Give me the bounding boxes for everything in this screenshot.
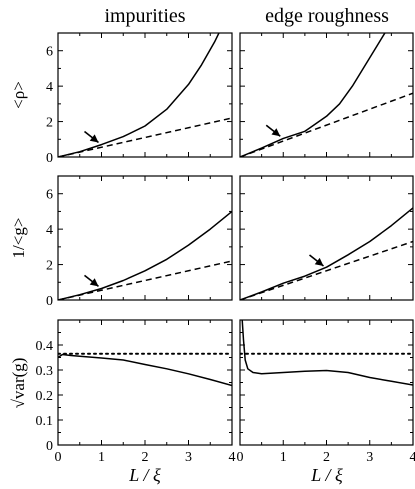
y-tick-label: 0.4	[36, 339, 54, 354]
y-tick-label: 2	[46, 116, 53, 131]
y-tick-label: 0.3	[36, 364, 54, 379]
panel-2	[239, 32, 414, 158]
series-line-dashed	[58, 117, 232, 157]
panel-frame	[57, 319, 233, 446]
x-tick-label: 2	[142, 450, 149, 465]
y-tick-label: 0.2	[36, 389, 54, 404]
arrow-head	[271, 128, 281, 137]
x-tick-label: 0	[55, 450, 62, 465]
x-tick-label: 2	[323, 450, 330, 465]
series-line-dashed	[240, 92, 413, 157]
series-line-solid	[58, 33, 220, 157]
x-tick-label: 1	[98, 450, 105, 465]
y-tick-label: 0	[46, 439, 53, 454]
x-tick-label: 4	[229, 450, 236, 465]
series-line-solid	[240, 207, 413, 300]
series-line-dashed	[240, 240, 413, 300]
ylabel-row2: 1/<g>	[9, 218, 28, 259]
x-tick-label: 1	[280, 450, 287, 465]
series-line-solid	[58, 210, 232, 300]
y-tick-label: 4	[46, 80, 53, 95]
panel-5: 0 1 2 3 4 0 0.1 0.2 0.3 0.4	[36, 319, 236, 465]
x-tick-label: 0	[237, 450, 244, 465]
y-tick-label: 6	[46, 45, 53, 60]
y-tick-label: 0	[46, 294, 53, 309]
panel-frame	[239, 32, 414, 158]
panel-frame	[239, 175, 414, 301]
panel-3: 0 2 4 6	[46, 175, 233, 309]
series-line-solid	[240, 33, 386, 157]
ylabel-row3: √var(g)	[9, 358, 28, 409]
y-tick-label: 6	[46, 188, 53, 203]
y-tick-label: 0	[46, 151, 53, 166]
xlabel-left: L / ξ	[128, 465, 161, 485]
ylabel-row1: <ρ>	[9, 81, 28, 109]
panel-frame	[57, 32, 233, 158]
panel-4	[239, 175, 414, 301]
column-title-edge-roughness: edge roughness	[265, 5, 389, 27]
panel-frame	[239, 319, 414, 446]
x-tick-label: 4	[410, 450, 415, 465]
panel-frame	[57, 175, 233, 301]
y-tick-label: 4	[46, 223, 53, 238]
column-title-impurities: impurities	[104, 5, 185, 27]
panel-1: 0 2 4 6	[46, 32, 233, 166]
arrow-head	[314, 257, 324, 266]
x-tick-label: 3	[185, 450, 192, 465]
panel-6: 0 1 2 3 4	[237, 319, 415, 465]
series-line-solid	[58, 353, 232, 387]
x-tick-label: 3	[366, 450, 373, 465]
arrow-head	[89, 278, 99, 287]
series-line-solid	[241, 320, 413, 386]
y-tick-label: 0.1	[36, 414, 54, 429]
arrow-head	[89, 134, 99, 143]
y-tick-label: 2	[46, 259, 53, 274]
xlabel-right: L / ξ	[310, 465, 343, 485]
